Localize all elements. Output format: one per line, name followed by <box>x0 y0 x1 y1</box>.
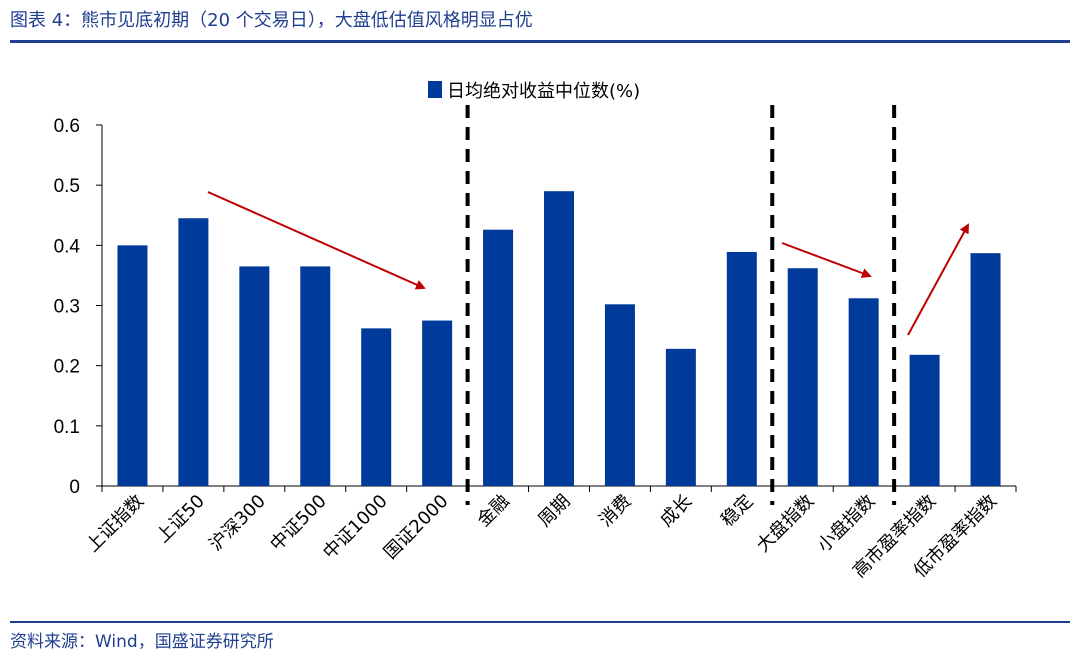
x-tick-label: 成长 <box>656 491 696 531</box>
bar-chart: 日均绝对收益中位数(%) 0 0.1 0.2 0.3 0.4 0.5 0.6 上证指数 上证50… <box>54 81 1017 582</box>
legend-label: 日均绝对收益中位数(%) <box>447 81 640 102</box>
x-tick-label: 沪深300 <box>205 491 270 556</box>
trend-arrow-down-1 <box>207 191 426 290</box>
x-tick-label: 上证50 <box>152 491 209 548</box>
bar <box>665 348 696 486</box>
source-note: 资料来源：Wind，国盛证券研究所 <box>10 632 274 652</box>
group-dividers <box>465 105 897 505</box>
bar <box>300 266 331 486</box>
footer-divider <box>10 621 1070 623</box>
y-tick-label: 0.3 <box>54 297 80 318</box>
bar <box>361 328 392 486</box>
y-tick-label: 0.1 <box>54 417 80 438</box>
bar <box>544 191 574 486</box>
y-tick-label: 0 <box>69 477 80 498</box>
x-tick-label: 国证2000 <box>380 491 453 564</box>
x-tick-label: 周期 <box>534 491 574 531</box>
trend-arrows <box>207 191 969 336</box>
bar <box>117 245 148 486</box>
trend-arrow-up <box>907 223 969 336</box>
y-tick-label: 0.2 <box>54 357 80 378</box>
bar <box>848 298 879 486</box>
trend-arrow-down-2 <box>781 242 872 278</box>
bar <box>422 320 453 486</box>
x-tick-label: 中证1000 <box>319 491 392 564</box>
x-tick-label: 大盘指数 <box>753 491 819 557</box>
title-divider <box>10 40 1070 43</box>
bar <box>970 253 1001 486</box>
chart-legend: 日均绝对收益中位数(%) <box>428 81 640 102</box>
bar <box>239 266 270 486</box>
y-tick-label: 0.4 <box>54 236 81 257</box>
bar <box>909 354 940 486</box>
legend-swatch <box>428 81 442 98</box>
bar-series <box>117 191 1001 486</box>
y-tick-label: 0.6 <box>54 116 80 137</box>
bar <box>787 268 818 486</box>
x-tick-label: 金融 <box>473 491 513 531</box>
y-tick-label: 0.5 <box>54 176 80 197</box>
bar <box>604 304 635 486</box>
bar <box>178 218 209 486</box>
figure-title: 图表 4：熊市见底初期（20 个交易日），大盘低估值风格明显占优 <box>10 10 533 31</box>
x-tick-label: 上证指数 <box>82 491 148 557</box>
bar <box>483 229 514 486</box>
x-tick-label: 稳定 <box>717 491 757 531</box>
bar <box>726 251 757 486</box>
x-tick-label: 消费 <box>595 491 635 531</box>
